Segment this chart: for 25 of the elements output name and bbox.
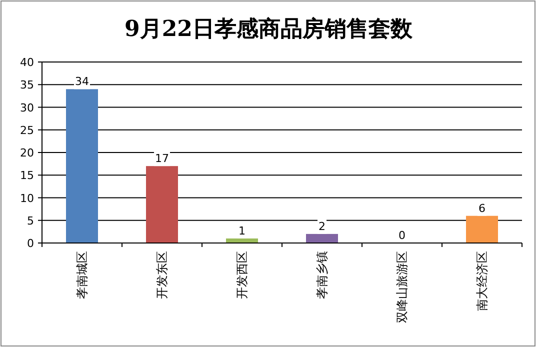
y-tick-label: 15 bbox=[20, 169, 34, 182]
data-label: 6 bbox=[478, 202, 486, 215]
y-tick-label: 40 bbox=[20, 56, 34, 69]
y-tick-label: 35 bbox=[20, 78, 34, 92]
x-tick-label: 双峰山旅游区 bbox=[395, 251, 409, 323]
y-tick-label: 30 bbox=[20, 101, 34, 114]
y-tick-label: 5 bbox=[27, 214, 34, 228]
x-tick-label: 开发西区 bbox=[235, 251, 249, 299]
data-label: 34 bbox=[75, 75, 89, 88]
x-tick-label: 南大经济区 bbox=[475, 251, 489, 311]
x-tick-label: 开发东区 bbox=[155, 251, 169, 299]
bar bbox=[146, 166, 178, 243]
bar bbox=[306, 234, 338, 243]
data-label: 17 bbox=[155, 152, 169, 166]
data-label: 0 bbox=[398, 229, 406, 242]
data-label: 1 bbox=[238, 224, 246, 238]
bar bbox=[466, 216, 498, 243]
y-tick-label: 25 bbox=[20, 124, 34, 137]
y-tick-label: 10 bbox=[20, 192, 34, 205]
y-tick-label: 0 bbox=[27, 237, 34, 250]
chart-title: 9月22日孝感商品房销售套数 bbox=[124, 16, 414, 42]
x-tick-label: 孝南城区 bbox=[75, 251, 89, 299]
y-tick-label: 20 bbox=[20, 146, 34, 160]
x-tick-label: 孝南乡镇 bbox=[315, 251, 329, 299]
data-label: 2 bbox=[318, 220, 326, 233]
